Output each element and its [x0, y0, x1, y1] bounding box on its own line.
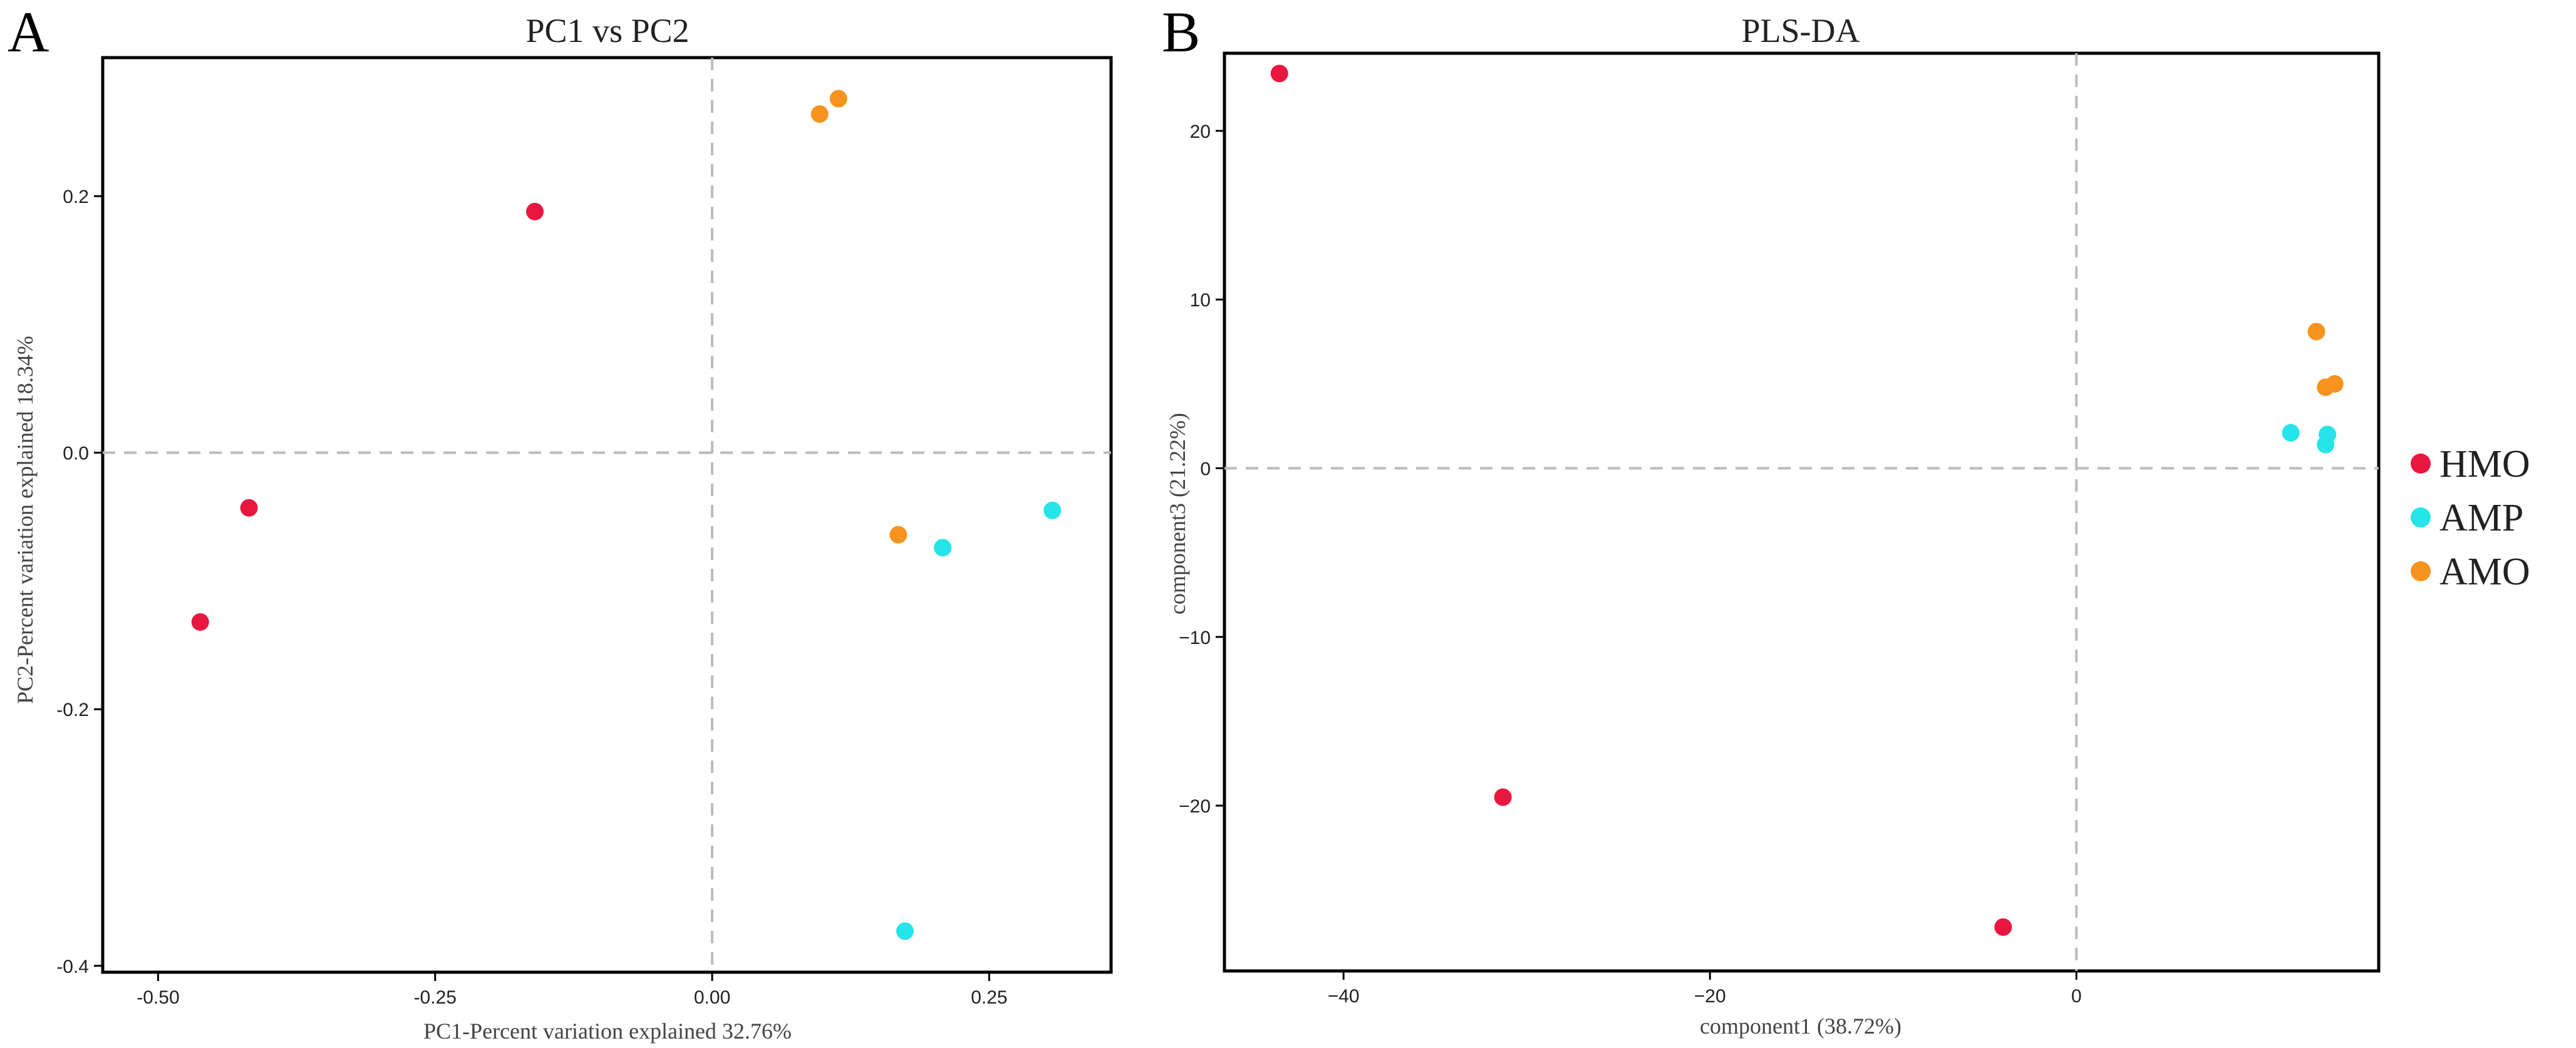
panel-a-y-tick-label: -0.2	[56, 700, 89, 720]
panel-b-title: PLS-DA	[1741, 12, 1860, 49]
panel-b-y-tick-label: 10	[1190, 290, 1211, 311]
panel-b-point-amp	[2282, 423, 2300, 442]
panel-b-letter: B	[1162, 0, 1200, 64]
panel-a-point-amo	[889, 526, 908, 544]
panel-a-frame	[101, 56, 1113, 974]
panel-a-xlabel: PC1-Percent variation explained 32.76%	[423, 1019, 792, 1044]
panel-b-x-tick-label: −40	[1328, 986, 1360, 1007]
panel-a-x-tick-label: 0.25	[971, 987, 1007, 1008]
panel-b-y-tick-label: 0	[1200, 459, 1211, 479]
panel-a-point-amo	[829, 90, 847, 108]
panel-a-ylabel: PC2-Percent variation explained 18.34%	[13, 336, 38, 704]
panel-b-y-tick-label: −10	[1179, 628, 1211, 648]
panel-b-y-tick-label: −20	[1179, 796, 1211, 817]
panel-b-point-amp	[2317, 435, 2335, 454]
panel-a-x-tick-label: -0.25	[414, 987, 457, 1008]
panel-a-x-tick-label: -0.50	[137, 987, 179, 1008]
panel-a-point-amo	[810, 105, 829, 123]
panel-a-x-tick-label: 0.00	[694, 987, 730, 1008]
panel-a-plot: -0.50 -0.25 0.00 0.25 0.2 0.0 -0.2 -0.4	[56, 56, 1113, 1008]
legend-label-amo: AMO	[2439, 551, 2530, 593]
panel-b-x-tick-label: 0	[2071, 986, 2082, 1007]
legend-marker-amo	[2411, 561, 2431, 581]
panel-a-point-hmo	[526, 202, 544, 220]
panel-b-point-hmo	[1270, 65, 1288, 83]
panel-b-x-tick-label: −20	[1694, 986, 1726, 1007]
panel-a-y-tick-label: 0.0	[63, 444, 89, 464]
panel-b-frame	[1223, 51, 2381, 973]
panel-a-point-hmo	[191, 613, 209, 631]
legend-marker-amp	[2411, 507, 2431, 527]
panel-b-plot: −40 −20 0 20 10 0 −10 −20	[1179, 51, 2381, 1007]
panel-b-point-amo	[2307, 323, 2325, 341]
panel-a-title: PC1 vs PC2	[525, 12, 689, 49]
panel-b-y-tick-label: 20	[1190, 122, 1211, 142]
panel-a-letter: A	[8, 0, 49, 64]
legend-marker-hmo	[2411, 454, 2431, 474]
panel-b-xlabel: component1 (38.72%)	[1700, 1014, 1901, 1039]
panel-b-point-amo	[2325, 375, 2344, 393]
legend-label-hmo: HMO	[2439, 443, 2530, 485]
panel-b-point-hmo	[1994, 918, 2012, 936]
panel-a-point-amp	[1043, 501, 1062, 519]
panel-a-point-amp	[934, 539, 952, 557]
legend-label-amp: AMP	[2439, 497, 2523, 539]
panel-a-y-tick-label: -0.4	[56, 957, 89, 977]
panel-b-point-hmo	[1494, 788, 1512, 806]
panel-a-y-tick-label: 0.2	[63, 187, 89, 207]
panel-b-ylabel: component3 (21.22%)	[1165, 413, 1190, 615]
panel-a-point-amp	[896, 922, 914, 940]
panel-a-point-hmo	[240, 499, 258, 517]
legend: HMO AMP AMO	[2411, 443, 2530, 593]
